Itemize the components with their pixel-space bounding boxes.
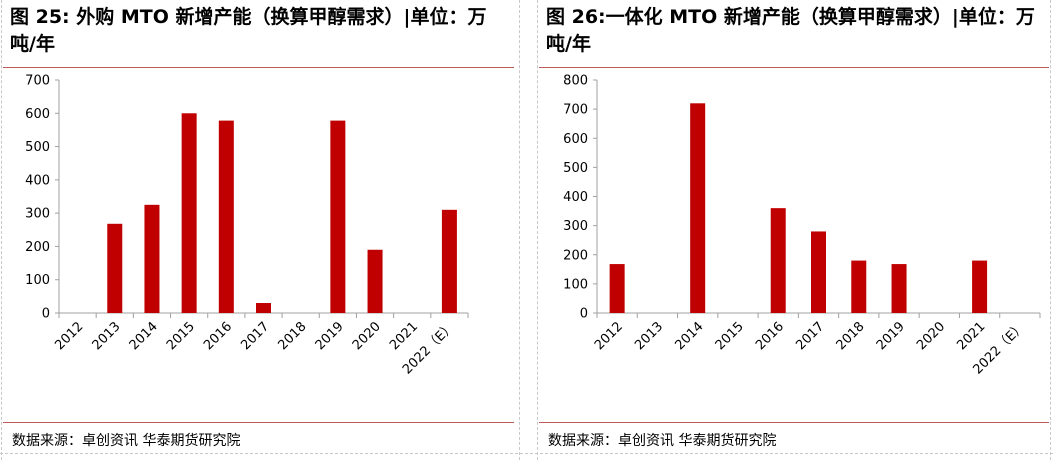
chart-title: 图 26:一体化 MTO 新增产能（换算甲醇需求）|单位：万吨/年 <box>546 6 1035 55</box>
bar-2019 <box>330 120 346 313</box>
source-note: 数据来源：卓创资讯 华泰期货研究院 <box>548 433 777 449</box>
bar-2013 <box>107 223 123 313</box>
left-border <box>1 0 2 460</box>
y-tick-label: 0 <box>42 307 50 322</box>
chart-panel-outsourced-mto: 图 25: 外购 MTO 新增产能（换算甲醇需求）|单位：万吨/年 0 100 20… <box>0 0 518 460</box>
source-rule <box>3 422 514 423</box>
title-rule <box>539 67 1049 68</box>
bar-2021 <box>972 260 988 313</box>
x-tick-label: 2015 <box>164 319 198 353</box>
y-tick-label: 800 <box>563 74 588 89</box>
x-tick-label: 2018 <box>834 319 868 353</box>
source-note: 数据来源：卓创资讯 华泰期货研究院 <box>12 433 241 449</box>
y-tick-label: 300 <box>25 207 50 222</box>
right-border <box>1050 0 1051 460</box>
y-tick-label: 400 <box>25 173 50 188</box>
y-tick-label: 200 <box>563 248 588 263</box>
x-tick-label: 2014 <box>127 319 161 353</box>
bar-2017 <box>811 231 826 313</box>
x-tick-label: 2015 <box>713 319 747 353</box>
title-rule <box>3 67 514 68</box>
chart-title: 图 25: 外购 MTO 新增产能（换算甲醇需求）|单位：万吨/年 <box>10 6 487 55</box>
bottom-border <box>0 453 1053 454</box>
bar-2020 <box>367 249 383 313</box>
x-tick-label: 2020 <box>350 319 384 353</box>
y-tick-label: 700 <box>563 103 588 118</box>
x-tick-label: 2013 <box>90 319 124 353</box>
y-tick-label: 700 <box>25 74 50 89</box>
y-tick-label: 300 <box>563 219 588 234</box>
chart-panel-integrated-mto: 图 26:一体化 MTO 新增产能（换算甲醇需求）|单位：万吨/年 0 100 20… <box>536 0 1053 460</box>
right-panel-divider <box>537 0 538 460</box>
y-tick-label: 600 <box>563 132 588 147</box>
bar-2015 <box>181 113 197 314</box>
y-tick-label: 0 <box>580 307 588 322</box>
y-tick-label: 400 <box>563 190 588 205</box>
bar-2019 <box>891 264 907 313</box>
bar-2014 <box>144 204 160 313</box>
left-panel-divider <box>519 0 520 460</box>
bar-2022（E） <box>441 209 457 313</box>
x-tick-label: 2019 <box>874 319 908 353</box>
y-tick-label: 500 <box>563 161 588 176</box>
y-tick-label: 500 <box>25 140 50 155</box>
x-tick-label: 2017 <box>793 319 827 353</box>
x-tick-label: 2016 <box>201 319 235 353</box>
x-tick-label: 2016 <box>753 319 787 353</box>
x-tick-label: 2021 <box>954 319 988 353</box>
x-tick-label: 2019 <box>313 319 347 353</box>
y-tick-label: 100 <box>563 277 588 292</box>
y-tick-label: 600 <box>25 107 50 122</box>
bar-2012 <box>609 264 625 313</box>
x-tick-label: 2014 <box>673 319 707 353</box>
y-tick-label: 100 <box>25 273 50 288</box>
bar-2016 <box>770 208 786 313</box>
x-tick-label: 2018 <box>276 319 310 353</box>
source-rule <box>539 422 1049 423</box>
x-tick-label: 2021 <box>387 319 421 353</box>
bar-2018 <box>851 260 867 313</box>
bar-2017 <box>256 303 271 313</box>
bar-2014 <box>690 103 706 313</box>
x-tick-label: 2012 <box>592 319 626 353</box>
y-tick-label: 200 <box>25 240 50 255</box>
x-tick-label: 2020 <box>914 319 948 353</box>
x-tick-label: 2012 <box>52 319 86 353</box>
x-tick-label: 2017 <box>238 319 272 353</box>
x-tick-label: 2013 <box>632 319 666 353</box>
bar-2016 <box>218 120 234 313</box>
